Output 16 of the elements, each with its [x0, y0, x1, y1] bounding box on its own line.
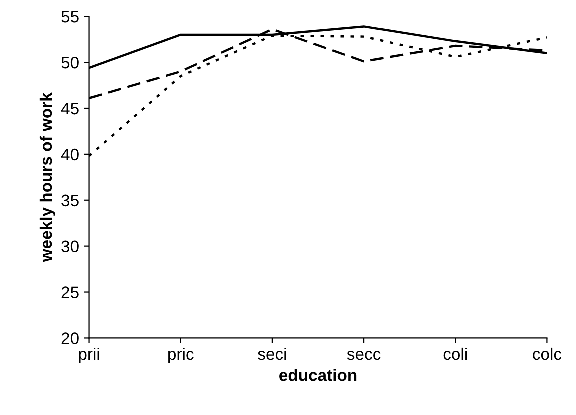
- y-tick-label: 45: [61, 103, 79, 115]
- x-tick-label: prii: [79, 348, 100, 364]
- x-tick-label: coli: [444, 348, 467, 360]
- x-tick-label: pric: [168, 348, 194, 364]
- y-axis-title: weekly hours of work: [40, 92, 56, 262]
- y-tick-label: 20: [62, 332, 79, 344]
- y-tick-label: 55: [62, 11, 79, 23]
- x-tick-label: seci: [258, 348, 286, 360]
- x-tick-label: colc: [533, 348, 562, 360]
- x-axis-title: education: [280, 369, 357, 382]
- y-tick-label: 35: [62, 194, 79, 207]
- y-tick-label: 40: [61, 148, 79, 161]
- y-tick-label: 25: [62, 286, 79, 298]
- y-tick-label: 50: [62, 56, 79, 69]
- y-tick-label: 30: [62, 240, 79, 253]
- x-tick-label: secc: [347, 351, 381, 360]
